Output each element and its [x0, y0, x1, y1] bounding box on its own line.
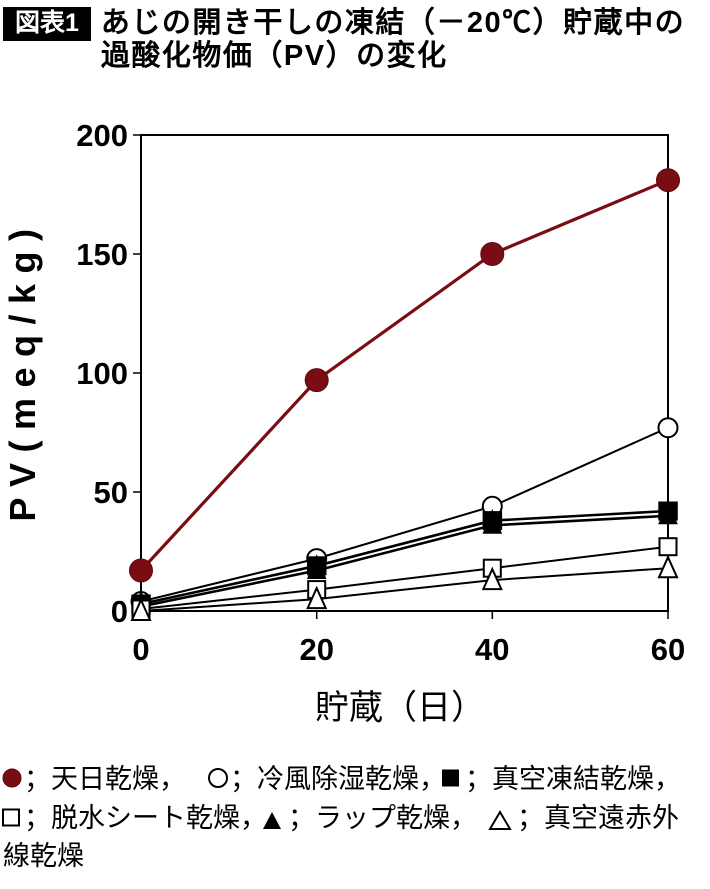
svg-text:；脱水シート乾燥，: ；脱水シート乾燥， — [24, 803, 267, 833]
svg-text:；天日乾燥，: ；天日乾燥， — [24, 764, 186, 794]
svg-text:；冷風除湿乾燥，: ；冷風除湿乾燥， — [230, 764, 446, 794]
svg-text:；ラップ乾燥，: ；ラップ乾燥， — [288, 803, 477, 833]
svg-text:；真空凍結乾燥，: ；真空凍結乾燥， — [465, 764, 681, 794]
svg-text:線乾燥: 線乾燥 — [3, 841, 84, 871]
svg-text:；真空遠赤外: ；真空遠赤外 — [517, 803, 679, 833]
